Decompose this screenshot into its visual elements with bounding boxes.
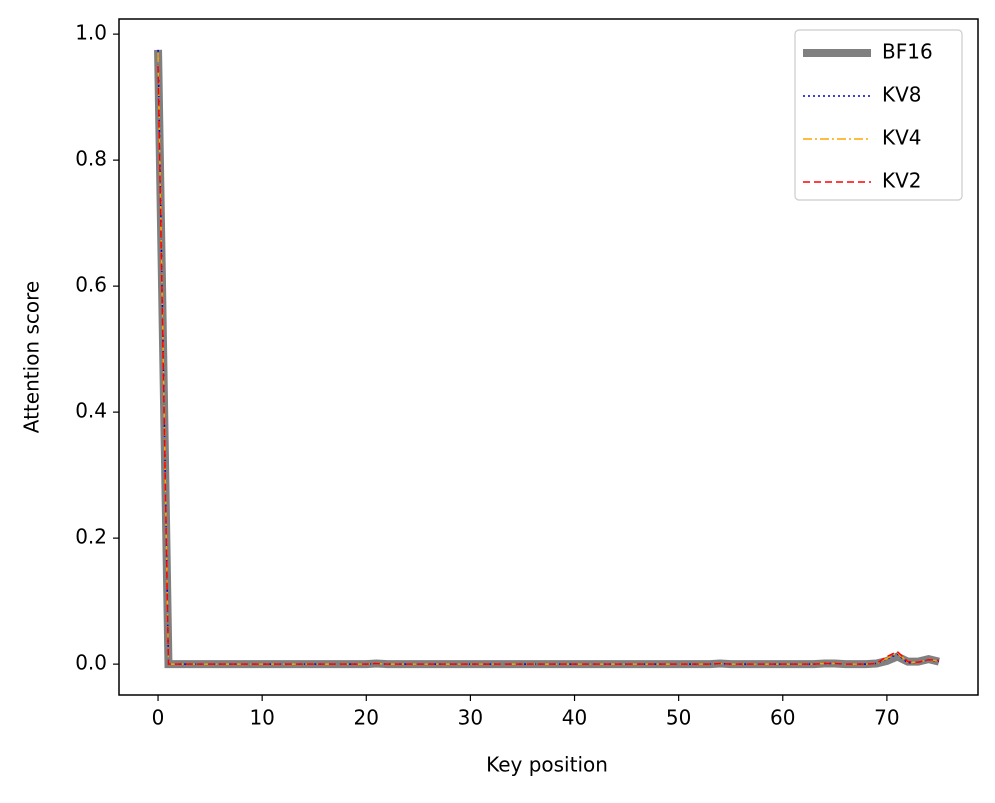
x-tick-label: 0 [152, 706, 165, 730]
x-tick-label: 60 [770, 706, 795, 730]
y-axis-label: Attention score [20, 281, 44, 433]
x-tick-label: 20 [354, 706, 379, 730]
x-tick-label: 40 [562, 706, 587, 730]
x-tick-label: 70 [874, 706, 899, 730]
y-tick-label: 0.0 [75, 651, 107, 675]
legend-box [794, 29, 963, 201]
x-axis-label: Key position [486, 753, 608, 777]
legend-label: KV4 [882, 126, 922, 150]
legend-label: BF16 [882, 40, 933, 64]
x-tick-label: 30 [458, 706, 483, 730]
plot-frame [118, 18, 979, 696]
x-tick-label: 10 [249, 706, 274, 730]
y-tick-label: 0.8 [75, 147, 107, 171]
y-tick-label: 1.0 [75, 21, 107, 45]
y-tick-label: 0.4 [75, 399, 107, 423]
y-tick-label: 0.6 [75, 273, 107, 297]
legend-label: KV2 [882, 169, 922, 193]
y-tick-label: 0.2 [75, 525, 107, 549]
series-line [157, 65, 940, 665]
legend-label: KV8 [882, 83, 922, 107]
x-tick-label: 50 [666, 706, 691, 730]
series-line [157, 53, 940, 665]
